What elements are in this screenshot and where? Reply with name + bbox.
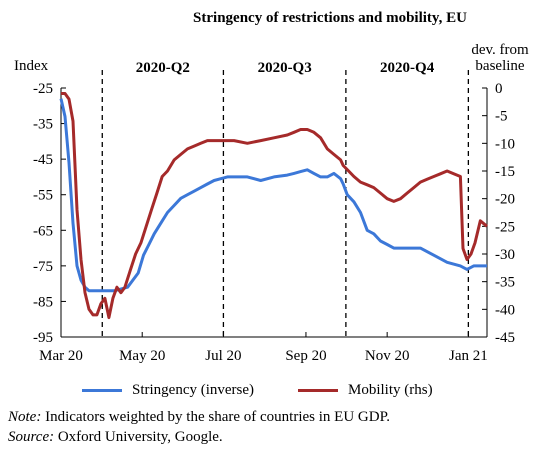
axes: -25 -35 -45 -55 -65 -75 -85 -95 0 -5 -10 -15 -20 -25 -… (33, 81, 515, 364)
left-tick-label: -55 (33, 188, 53, 204)
right-tick-label: -10 (495, 136, 515, 152)
note-text: Indicators weighted by the share of coun… (45, 409, 390, 425)
legend-item-mobility: Mobility (rhs) (298, 382, 433, 399)
footnote-source: Source: Oxford University, Google. (8, 429, 223, 446)
left-tick-label: -35 (33, 117, 53, 133)
legend-label-stringency: Stringency (inverse) (132, 382, 255, 398)
stringency-line (59, 98, 487, 293)
right-tick-label: -30 (495, 247, 515, 263)
source-text: Oxford University, Google. (57, 429, 223, 445)
legend-label-mobility: Mobility (rhs) (348, 382, 433, 398)
quarter-label: 2020-Q2 (136, 60, 190, 76)
left-tick-label: -25 (33, 81, 53, 97)
left-tick-label: -65 (33, 223, 53, 239)
source-label: Source: (8, 429, 55, 445)
quarter-label: 2020-Q3 (258, 60, 312, 76)
right-tick-label: -20 (495, 192, 515, 208)
chart-title: Stringency of restrictions and mobility,… (193, 10, 467, 26)
legend-swatch-mobility (298, 389, 338, 392)
x-tick-label: Jan 21 (449, 348, 488, 364)
quarter-markers: 2020-Q2 2020-Q3 2020-Q4 (101, 60, 470, 337)
right-axis-label-line1: dev. from (471, 42, 529, 58)
legend-item-stringency: Stringency (inverse) (82, 382, 254, 399)
x-tick-label: Sep 20 (285, 348, 326, 364)
left-tick-label: -95 (33, 330, 53, 346)
right-tick-label: -15 (495, 164, 515, 180)
x-tick-label: Jul 20 (205, 348, 241, 364)
left-tick-label: -85 (33, 294, 53, 310)
x-tick-label: Nov 20 (365, 348, 410, 364)
right-tick-label: -25 (495, 219, 515, 235)
right-axis-label-line2: baseline (475, 58, 524, 74)
legend-swatch-stringency (82, 389, 122, 392)
left-axis-label: Index (14, 58, 49, 74)
right-tick-label: -5 (495, 109, 508, 125)
series-lines (59, 92, 488, 320)
right-tick-label: -40 (495, 302, 515, 318)
x-tick-label: May 20 (119, 348, 165, 364)
right-tick-label: -45 (495, 330, 515, 346)
x-tick-label: Mar 20 (39, 348, 83, 364)
right-tick-label: 0 (495, 81, 503, 97)
quarter-label: 2020-Q4 (380, 60, 435, 76)
right-tick-label: -35 (495, 275, 515, 291)
mobility-line (61, 92, 488, 320)
note-label: Note: (8, 409, 42, 425)
left-tick-label: -45 (33, 152, 53, 168)
left-tick-label: -75 (33, 259, 53, 275)
footnote-note: Note: Indicators weighted by the share o… (8, 409, 390, 426)
